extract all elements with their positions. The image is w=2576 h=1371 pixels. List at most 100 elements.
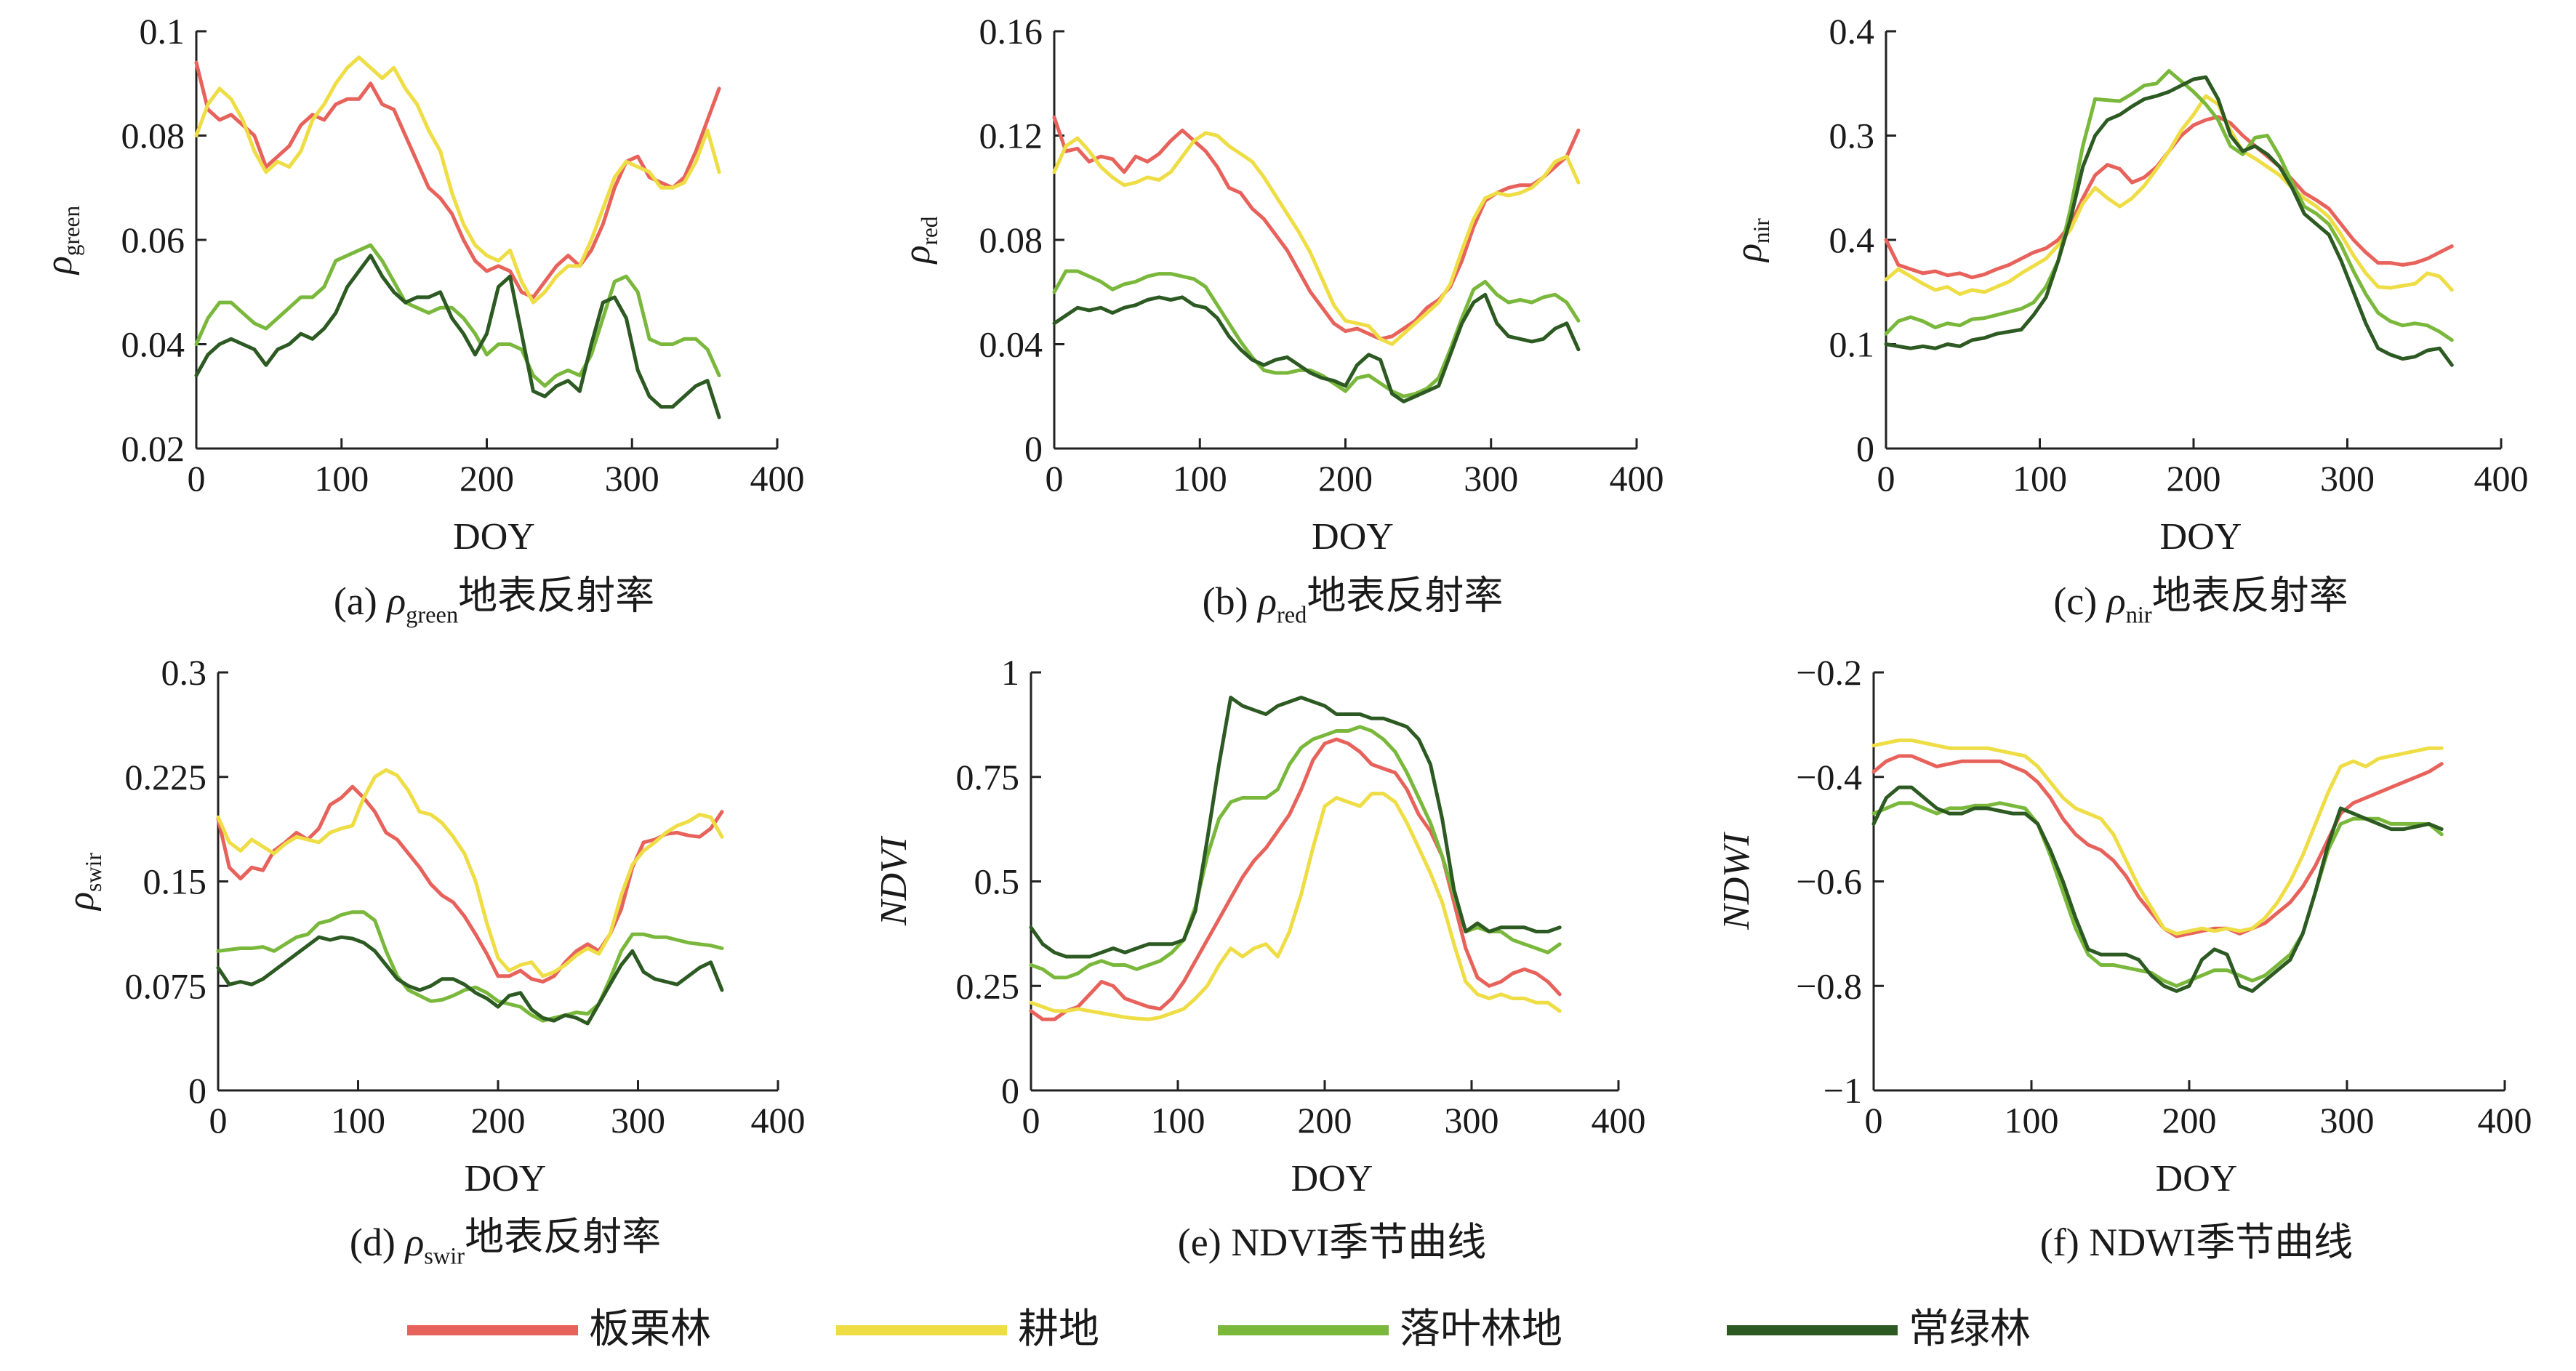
caption-subscript: green — [406, 602, 458, 628]
caption-suffix: 地表反射率 — [1307, 572, 1503, 618]
y-tick-label: 0.075 — [125, 965, 207, 1006]
y-axis-label: NDVI — [873, 835, 915, 926]
series-line-耕地 — [1871, 738, 2444, 936]
series-line-耕地 — [194, 55, 721, 305]
x-tick-label: 100 — [314, 458, 369, 499]
series-line-常绿林 — [1052, 292, 1581, 403]
x-tick-label: 0 — [188, 458, 206, 499]
y-axis-label-symbol: ρ — [60, 892, 102, 912]
series-line-落叶林地 — [194, 243, 721, 388]
x-tick-label: 100 — [1173, 458, 1227, 499]
y-axis-label-symbol: ρ — [1728, 244, 1770, 263]
x-tick-label: 400 — [1610, 458, 1664, 499]
x-tick-label: 0 — [1865, 1100, 1883, 1141]
series-line-常绿林 — [216, 935, 724, 1026]
y-tick-label: 0.06 — [121, 220, 185, 260]
caption-subscript: nir — [2126, 602, 2152, 628]
y-tick-label: 0.04 — [121, 324, 185, 365]
caption-symbol: ρ — [404, 1221, 424, 1264]
x-tick-label: 200 — [460, 458, 514, 499]
caption-prefix: (b) — [1203, 579, 1258, 623]
x-axis-label: DOY — [1291, 1158, 1373, 1199]
x-tick-label: 400 — [750, 458, 805, 499]
chart-panel-f: 0 100 200 300 400 −1 −0.8 −0.6 −0.4 −0.2 DOY NDWI (f… — [1716, 652, 2532, 1264]
x-tick-label: 300 — [605, 458, 659, 499]
y-axis-label-symbol: ρ — [39, 256, 80, 276]
x-tick-label: 400 — [2474, 458, 2529, 499]
caption-symbol: ρ — [1256, 579, 1277, 623]
y-tick-label: 0.25 — [956, 965, 1020, 1006]
y-axis-label: ρgreen — [39, 205, 84, 276]
y-tick-label: 0.15 — [143, 861, 207, 902]
series-line-落叶林地 — [1871, 801, 2444, 988]
chart-panel-b: 0 100 200 300 40000.040.080.120.16DOYρred(b)… — [896, 11, 1664, 628]
chart-caption: (a) ρgreen地表反射率 — [334, 572, 654, 628]
y-tick-label: −0.4 — [1796, 757, 1862, 797]
caption-prefix: (e) — [1178, 1221, 1231, 1264]
series-line-常绿林 — [1871, 785, 2444, 993]
y-axis-label-symbol: ρ — [896, 245, 938, 265]
x-tick-label: 0 — [1046, 458, 1064, 499]
y-tick-label: 0.1 — [1829, 324, 1875, 365]
y-tick-label: 0.4 — [1829, 11, 1875, 52]
caption-subscript: swir — [424, 1243, 465, 1269]
x-tick-label: 0 — [1877, 458, 1895, 499]
x-tick-label: 200 — [2162, 1100, 2217, 1141]
y-tick-label: 1 — [1001, 652, 1019, 693]
chart-panel-e: 0 100 200 300 400 0 0.25 0.5 0.75 1 DOY NDVI (e) NDV… — [873, 652, 1646, 1264]
chart-panel-d: 0 100 200 300 40000.0750.150.2250.3DOYρswir(… — [60, 652, 806, 1269]
chart-caption: (d) ρswir地表反射率 — [350, 1213, 661, 1269]
series-line-常绿林 — [194, 254, 721, 419]
x-tick-label: 0 — [1022, 1100, 1040, 1141]
x-tick-label: 300 — [2320, 458, 2375, 499]
legend-label: 落叶林地 — [1400, 1306, 1562, 1353]
x-tick-label: 300 — [1464, 458, 1518, 499]
y-tick-label: 0.75 — [956, 757, 1020, 797]
y-tick-label: 0.1 — [140, 11, 185, 52]
y-axis-label: ρred — [896, 216, 942, 265]
caption-suffix: NDVI季节曲线 — [1231, 1221, 1486, 1264]
y-axis-label-symbol: NDWI — [1716, 831, 1757, 930]
chart-caption: (f) NDWI季节曲线 — [2040, 1221, 2353, 1264]
x-tick-label: 200 — [1318, 458, 1373, 499]
chart-caption: (e) NDVI季节曲线 — [1178, 1221, 1486, 1264]
y-tick-label: 0 — [1856, 428, 1874, 469]
x-tick-label: 0 — [209, 1100, 228, 1141]
x-tick-label: 100 — [2005, 1100, 2059, 1141]
caption-symbol: ρ — [385, 579, 406, 623]
x-tick-label: 100 — [1151, 1100, 1205, 1141]
x-tick-label: 300 — [611, 1100, 665, 1141]
y-tick-label: 0.08 — [121, 116, 185, 156]
x-tick-label: 400 — [1592, 1100, 1646, 1141]
legend-label: 常绿林 — [1909, 1306, 2031, 1353]
x-tick-label: 400 — [751, 1100, 806, 1141]
y-tick-label: 0.08 — [979, 220, 1043, 260]
chart-panel-a: 0 100 200 300 4000.020.040.060.080.1DOYρgree… — [39, 11, 805, 628]
x-axis-label: DOY — [2156, 1158, 2238, 1199]
series-line-板栗林 — [194, 60, 721, 299]
legend: 板栗林 耕地 落叶林地 常绿林 — [407, 1306, 2031, 1353]
y-tick-label: 0.12 — [979, 116, 1043, 156]
series-line-落叶林地 — [1029, 725, 1562, 980]
x-tick-label: 200 — [471, 1100, 526, 1141]
caption-suffix: 地表反射率 — [465, 1213, 661, 1259]
series-line-落叶林地 — [1052, 269, 1581, 398]
caption-suffix: 地表反射率 — [2152, 572, 2348, 618]
caption-symbol: ρ — [2106, 579, 2126, 623]
chart-caption: (c) ρnir地表反射率 — [2053, 572, 2348, 628]
y-axis-label: ρswir — [60, 853, 106, 912]
x-tick-label: 200 — [1298, 1100, 1352, 1141]
y-tick-label: 0 — [188, 1070, 206, 1111]
y-tick-label: −0.8 — [1796, 965, 1862, 1006]
legend-label: 板栗林 — [589, 1306, 711, 1353]
y-tick-label: 0.3 — [1829, 116, 1875, 156]
series-line-板栗林 — [1029, 737, 1562, 1021]
legend-label: 耕地 — [1018, 1306, 1099, 1353]
series-line-耕地 — [1029, 792, 1562, 1021]
chart-caption: (b) ρred地表反射率 — [1203, 572, 1504, 628]
y-axis-label: NDWI — [1716, 831, 1757, 930]
caption-prefix: (a) — [334, 579, 387, 623]
x-tick-label: 400 — [2478, 1100, 2532, 1141]
x-tick-label: 300 — [2320, 1100, 2375, 1141]
